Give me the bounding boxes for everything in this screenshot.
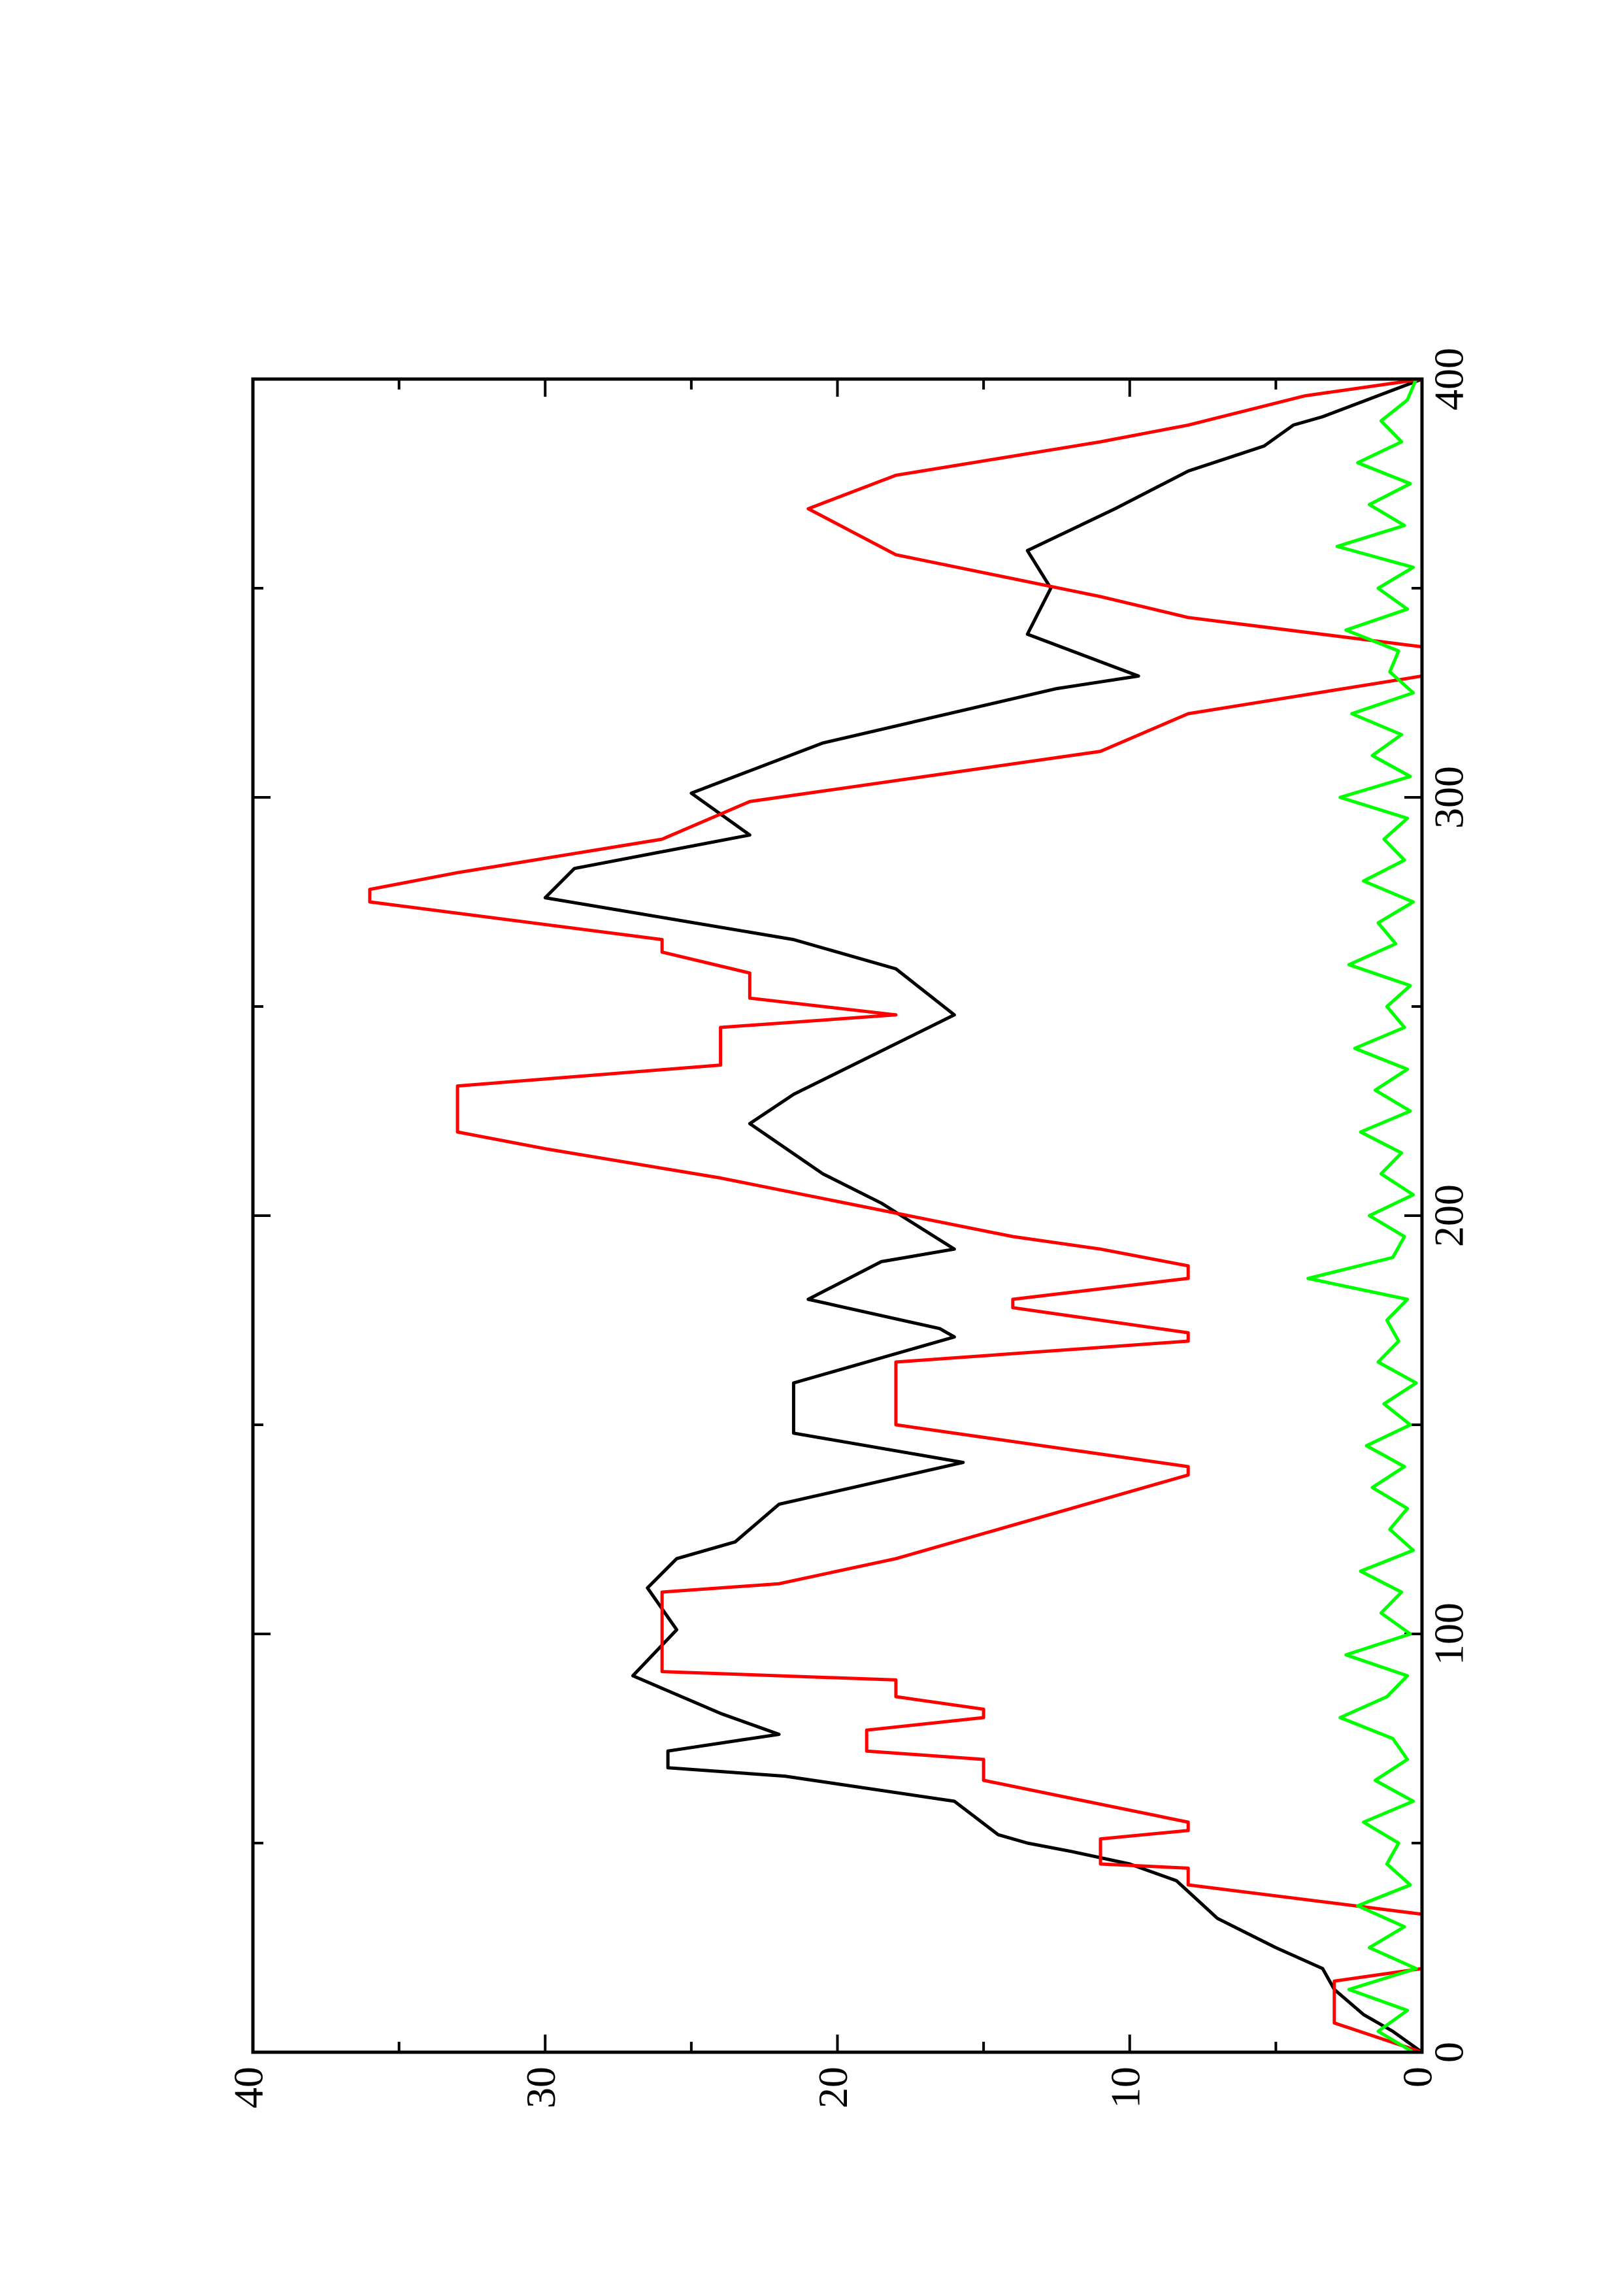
series-line xyxy=(368,377,1424,2054)
y-tick-label: 0 xyxy=(1395,2067,1441,2088)
y-tick-label: 40 xyxy=(225,2067,272,2108)
x-tick-label: 0 xyxy=(1426,2042,1472,2063)
y-tick-label: 10 xyxy=(1102,2067,1148,2108)
plot-area: 0 100 200 300 400 0 10 20 30 40 xyxy=(225,348,1472,2108)
x-tick-label: 200 xyxy=(1426,1184,1472,1247)
x-tick-label: 400 xyxy=(1426,348,1472,410)
y-tick-label: 20 xyxy=(810,2067,856,2108)
series-line xyxy=(1306,378,1418,2054)
series-line xyxy=(543,377,1423,2054)
plot-frame xyxy=(251,377,1424,2054)
y-tick-label: 30 xyxy=(518,2067,564,2108)
x-tick-label: 100 xyxy=(1426,1603,1472,1665)
x-tick-label: 300 xyxy=(1426,766,1472,829)
